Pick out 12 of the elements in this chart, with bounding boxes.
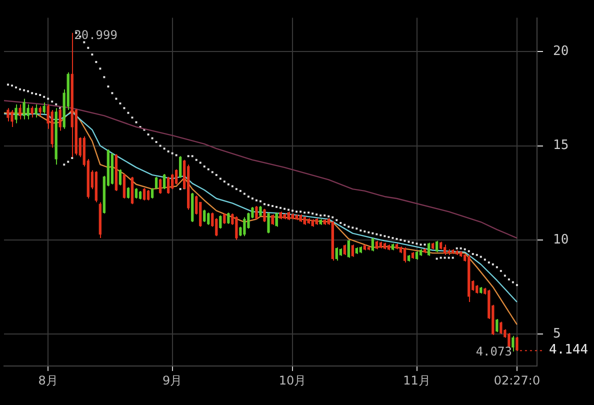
x-tick-label: 02:27:0 [494,373,540,388]
ref-line-label: 4.144 [549,342,588,358]
x-tick-label: 11月 [403,373,430,388]
y-tick-label: 20 [553,44,569,60]
y-tick-label: 5 [553,326,561,342]
y-tick-label: 15 [553,138,569,154]
annotation: 20.999 [74,28,118,42]
x-tick-label: 9月 [162,373,182,388]
annotation: 4.073 [476,344,512,359]
x-tick-label: 8月 [38,373,58,388]
y-tick-label: 10 [553,232,569,248]
x-tick-label: 10月 [278,373,306,388]
